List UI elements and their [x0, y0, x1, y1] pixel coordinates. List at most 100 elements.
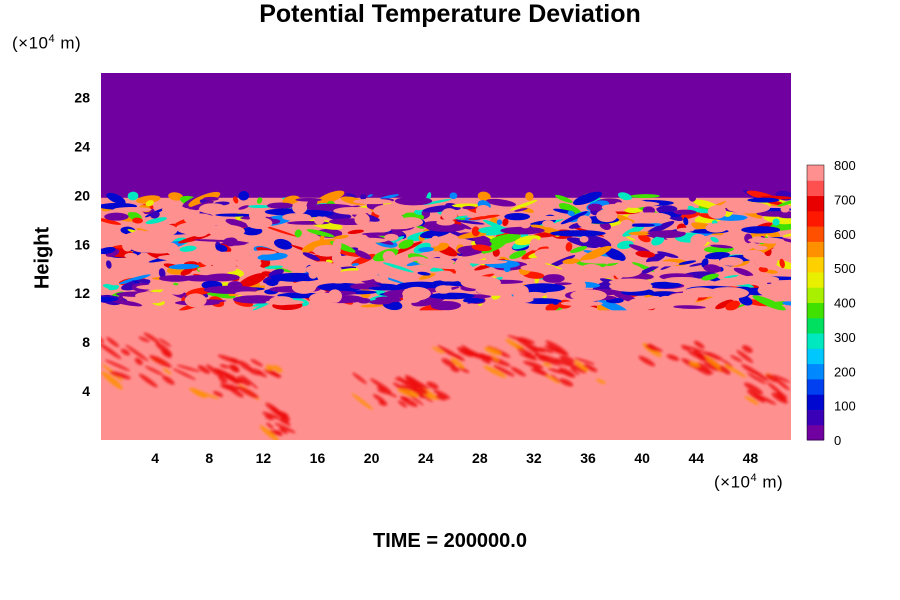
wave-patch	[144, 365, 164, 376]
turbulence-pocket	[101, 256, 117, 261]
wave-patch	[689, 361, 702, 368]
time-label: TIME = 200000.0	[373, 530, 527, 552]
colorbar-swatch	[807, 256, 824, 273]
wave-patch	[458, 366, 470, 373]
turbulence-patch	[252, 301, 273, 311]
turbulence-patch	[422, 198, 452, 205]
turbulence-pocket	[460, 276, 501, 290]
turbulence-patch	[301, 240, 325, 253]
wave-patch	[259, 425, 280, 440]
turbulence-patch	[779, 258, 785, 269]
turbulence-streak	[462, 206, 476, 210]
turbulence-pocket	[381, 212, 405, 227]
wave-patch	[703, 351, 712, 357]
turbulence-streak	[382, 298, 402, 303]
wave-patch	[238, 360, 253, 372]
wave-patch	[517, 348, 533, 355]
turbulence-pocket	[753, 245, 768, 251]
wave-patch	[240, 374, 258, 389]
turbulence-patch	[360, 194, 367, 200]
colorbar-swatch	[807, 180, 824, 197]
turbulence-patch	[180, 267, 193, 276]
turbulence-pocket	[608, 278, 653, 287]
turbulence-patch	[145, 217, 167, 225]
wave-patch	[104, 359, 131, 372]
colorbar-swatch	[807, 226, 824, 242]
colorbar-swatch	[807, 302, 824, 319]
y-tick-label: 24	[74, 138, 90, 154]
wave-patch	[138, 336, 150, 343]
x-tick-label: 32	[526, 450, 542, 466]
turbulence-streak	[587, 203, 603, 211]
wave-patch	[143, 332, 160, 343]
wave-patch	[278, 418, 291, 426]
x-tick-label: 40	[634, 450, 650, 466]
turbulence-patch	[638, 234, 651, 243]
turbulence-patch	[351, 263, 360, 266]
turbulence-streak	[361, 232, 406, 236]
colorbar-tick-label: 0	[834, 433, 841, 448]
x-tick-label: 4	[151, 450, 159, 466]
wave-patch	[638, 355, 656, 367]
x-tick-label: 48	[743, 450, 759, 466]
turbulence-patch	[101, 218, 122, 225]
wave-patch	[524, 343, 543, 358]
turbulence-pocket	[124, 252, 138, 259]
colorbar-tick-label: 200	[834, 364, 856, 379]
turbulence-pocket	[352, 198, 393, 205]
turbulence-patch	[687, 205, 695, 209]
turbulence-patch	[418, 246, 434, 253]
turbulence-pocket	[663, 276, 702, 284]
turbulence-streak	[673, 209, 697, 215]
x-tick-label: 28	[472, 450, 488, 466]
wave-patch	[172, 368, 196, 380]
wave-patch	[545, 340, 569, 356]
turbulence-patch	[477, 191, 491, 202]
turbulence-patch	[225, 218, 249, 228]
wave-patch	[510, 366, 526, 377]
wave-patch	[545, 374, 560, 384]
turbulence-patch	[558, 203, 583, 217]
colorbar-swatch	[807, 394, 824, 410]
turbulence-patch	[782, 232, 791, 237]
turbulence-streak	[203, 196, 219, 201]
wave-patch	[257, 371, 267, 378]
turbulence-patch	[646, 252, 666, 264]
turbulence-streak	[159, 275, 193, 282]
turbulence-pocket	[705, 223, 728, 233]
turbulence-streak	[777, 212, 791, 219]
turbulence-streak	[462, 297, 485, 304]
turbulence-pocket	[706, 287, 749, 300]
turbulence-pocket	[642, 261, 680, 267]
wave-patch	[400, 384, 417, 392]
turbulence-patch	[642, 206, 655, 215]
turbulence-patch	[772, 218, 780, 226]
turbulence-patch	[496, 219, 503, 225]
turbulence-pocket	[726, 202, 771, 214]
turbulence-pocket	[305, 263, 342, 276]
turbulence-pocket	[757, 237, 785, 244]
colorbar-swatch	[807, 333, 824, 349]
turbulence-pocket	[676, 227, 695, 232]
wave-patch	[721, 359, 733, 368]
wave-patch	[433, 389, 451, 399]
y-axis-unit: (×104 m)	[12, 33, 82, 53]
wave-patch	[162, 375, 175, 385]
turbulence-patch	[102, 284, 119, 290]
wave-patch	[680, 344, 706, 353]
wave-patch	[666, 354, 680, 361]
y-axis-ticks: 4 8 12 16 20 24 28	[74, 89, 90, 399]
turbulence-streak	[368, 286, 407, 291]
turbulence-patch	[782, 301, 791, 306]
turbulence-patch	[468, 214, 500, 221]
turbulence-patch	[723, 275, 739, 279]
wave-patch	[523, 360, 544, 369]
wave-patch	[265, 402, 282, 416]
colorbar-swatch	[807, 287, 824, 303]
turbulence-patch	[306, 229, 335, 238]
turbulence-streak	[215, 213, 252, 217]
x-tick-label: 44	[689, 450, 705, 466]
wave-patch	[703, 362, 718, 371]
turbulence-patch	[710, 244, 733, 249]
turbulence-patch	[689, 262, 705, 267]
